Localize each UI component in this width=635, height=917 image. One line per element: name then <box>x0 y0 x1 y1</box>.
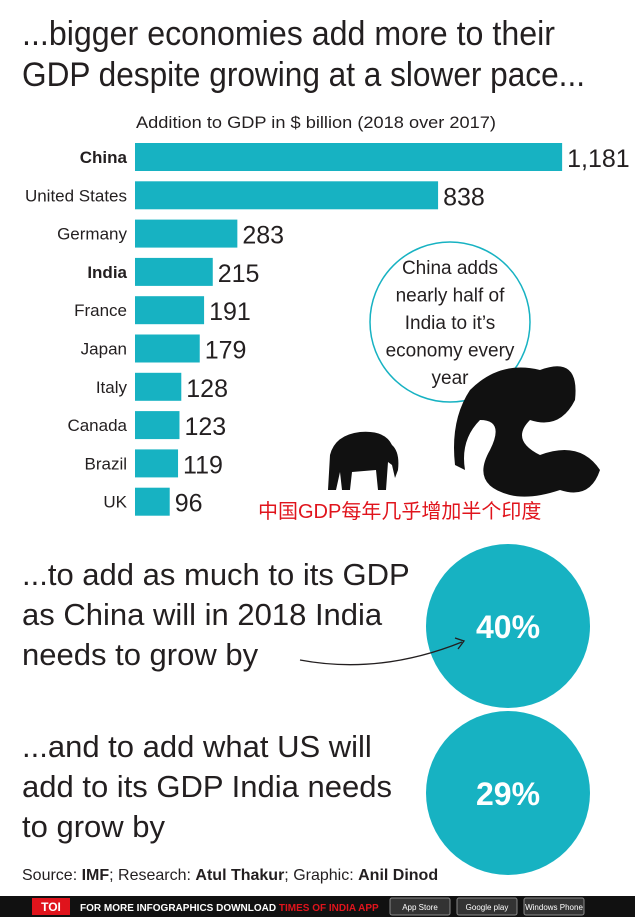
bar <box>135 372 182 401</box>
value-label: 215 <box>218 260 260 288</box>
arrow-head <box>454 637 466 650</box>
value-label: 179 <box>205 337 247 365</box>
category-label: Japan <box>81 340 127 359</box>
annotation-line: nearly half of <box>396 286 506 307</box>
title-line: ...bigger economies add more to their <box>22 15 555 53</box>
bar-chart: China 1,181 United States 838 Germany 283 Indi… <box>25 143 630 518</box>
value-label: 838 <box>443 183 485 211</box>
bar <box>135 487 170 516</box>
badge-label: Google play <box>466 903 509 912</box>
category-label: UK <box>103 493 127 512</box>
statement-value: 29% <box>476 776 540 812</box>
subtitle: Addition to GDP in $ billion (2018 over … <box>136 113 496 132</box>
category-label: United States <box>25 186 127 205</box>
badge-label: App Store <box>402 903 438 912</box>
category-label: Canada <box>67 416 127 435</box>
value-label: 1,181 <box>567 145 630 173</box>
statement-line: to grow by <box>22 809 166 844</box>
annotation-line: year <box>432 368 470 389</box>
footer-logo: TOI <box>41 900 61 914</box>
value-label: 283 <box>242 222 284 250</box>
annotation: China adds nearly half of India to it’s eco… <box>386 258 515 389</box>
source-line: Source: IMF; Research: Atul Thakur; Grap… <box>22 867 438 884</box>
category-label: India <box>87 263 127 282</box>
category-label: Germany <box>57 225 127 244</box>
statement-value: 40% <box>476 609 540 645</box>
bar <box>135 411 180 440</box>
bar <box>135 296 205 325</box>
statement-line: as China will in 2018 India <box>22 597 383 632</box>
title-line: GDP despite growing at a slower pace... <box>22 56 585 94</box>
statements: ...to add as much to its GDP as China wil… <box>22 544 590 875</box>
annotation-line: India to it’s <box>405 313 495 334</box>
badge-label: Windows Phone <box>525 903 583 912</box>
category-label: China <box>80 148 128 167</box>
logo-box <box>32 898 70 915</box>
elephant-icon <box>328 431 399 490</box>
bar <box>135 257 213 286</box>
dragon-icon <box>454 366 600 497</box>
bar <box>135 181 439 210</box>
category-label: Brazil <box>84 454 127 473</box>
store-badges: App Store Google play Windows Phone <box>389 897 585 916</box>
bar <box>135 219 238 248</box>
value-circle <box>426 711 590 875</box>
footer-app: TIMES OF INDIA APP <box>279 903 379 914</box>
arrow <box>299 641 463 666</box>
statement-line: add to its GDP India needs <box>22 769 392 804</box>
footer-text: FOR MORE INFOGRAPHICS DOWNLOAD TIMES OF … <box>80 903 379 914</box>
statement-line: needs to grow by <box>22 637 259 672</box>
category-label: France <box>74 301 127 320</box>
value-circle <box>426 544 590 708</box>
annotation-bubble <box>369 241 531 403</box>
statement-line: ...to add as much to its GDP <box>22 557 410 592</box>
bar <box>135 143 563 171</box>
source-value: IMF <box>82 867 110 884</box>
value-label: 96 <box>175 490 203 518</box>
bar <box>135 449 179 478</box>
annotation-line: economy every <box>386 341 515 362</box>
bar <box>135 334 200 363</box>
value-label: 128 <box>186 375 228 403</box>
value-label: 123 <box>184 413 226 441</box>
store-badge[interactable] <box>456 897 518 916</box>
statement-line: ...and to add what US will <box>22 729 372 764</box>
category-label: Italy <box>96 378 128 397</box>
source-value: Anil Dinod <box>358 867 438 884</box>
annotation-cn: 中国GDP每年几乎增加半个印度 <box>258 500 541 523</box>
source-value: Atul Thakur <box>195 867 284 884</box>
source-label: ; Graphic: <box>284 867 358 884</box>
footer-text: FOR MORE INFOGRAPHICS DOWNLOAD <box>80 903 276 914</box>
source-label: ; Research: <box>109 867 195 884</box>
store-badge[interactable] <box>389 897 451 916</box>
value-label: 191 <box>209 298 251 326</box>
store-badge[interactable] <box>523 897 585 916</box>
source-label: Source: <box>22 867 82 884</box>
annotation-line: China adds <box>402 258 498 279</box>
value-label: 119 <box>183 451 223 479</box>
